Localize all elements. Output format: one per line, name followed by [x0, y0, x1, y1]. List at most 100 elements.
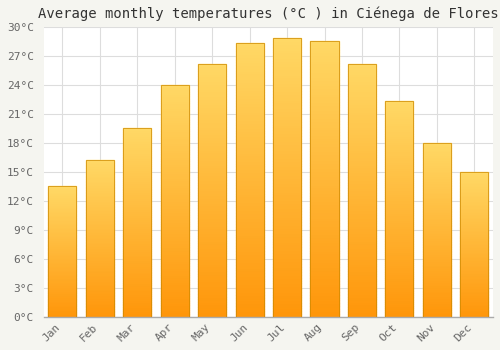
- Bar: [460, 278, 488, 279]
- Bar: [386, 172, 413, 175]
- Bar: [160, 291, 189, 294]
- Bar: [86, 309, 114, 310]
- Bar: [48, 267, 76, 268]
- Bar: [86, 171, 114, 173]
- Bar: [460, 246, 488, 247]
- Bar: [386, 300, 413, 302]
- Bar: [348, 205, 376, 208]
- Bar: [198, 170, 226, 173]
- Bar: [236, 155, 264, 158]
- Bar: [198, 137, 226, 140]
- Bar: [48, 301, 76, 302]
- Bar: [123, 251, 152, 253]
- Bar: [48, 191, 76, 193]
- Bar: [310, 174, 338, 176]
- Bar: [86, 203, 114, 204]
- Bar: [86, 282, 114, 284]
- Bar: [123, 217, 152, 219]
- Bar: [310, 88, 338, 91]
- Bar: [236, 82, 264, 84]
- Bar: [310, 80, 338, 83]
- Bar: [86, 170, 114, 171]
- Bar: [273, 208, 301, 211]
- Bar: [236, 71, 264, 73]
- Bar: [123, 162, 152, 164]
- Bar: [160, 85, 189, 87]
- Bar: [198, 140, 226, 142]
- Bar: [386, 293, 413, 295]
- Bar: [310, 176, 338, 179]
- Bar: [86, 160, 114, 317]
- Bar: [273, 278, 301, 281]
- Bar: [386, 134, 413, 136]
- Bar: [236, 163, 264, 166]
- Bar: [123, 145, 152, 147]
- Bar: [123, 296, 152, 298]
- Bar: [348, 231, 376, 233]
- Bar: [86, 264, 114, 265]
- Bar: [310, 190, 338, 193]
- Bar: [86, 173, 114, 174]
- Bar: [423, 146, 451, 148]
- Bar: [123, 311, 152, 313]
- Bar: [123, 277, 152, 279]
- Bar: [460, 205, 488, 206]
- Bar: [236, 51, 264, 54]
- Bar: [460, 304, 488, 305]
- Bar: [198, 205, 226, 208]
- Bar: [386, 254, 413, 257]
- Bar: [86, 265, 114, 267]
- Bar: [310, 270, 338, 273]
- Bar: [273, 286, 301, 289]
- Bar: [273, 116, 301, 119]
- Bar: [273, 225, 301, 228]
- Bar: [236, 240, 264, 243]
- Bar: [123, 160, 152, 162]
- Bar: [48, 253, 76, 254]
- Bar: [86, 179, 114, 181]
- Bar: [123, 309, 152, 311]
- Bar: [348, 97, 376, 99]
- Bar: [348, 79, 376, 81]
- Bar: [198, 253, 226, 256]
- Bar: [236, 262, 264, 265]
- Bar: [198, 309, 226, 312]
- Bar: [310, 267, 338, 270]
- Bar: [273, 180, 301, 183]
- Bar: [198, 289, 226, 292]
- Bar: [198, 312, 226, 314]
- Bar: [273, 108, 301, 111]
- Bar: [386, 272, 413, 274]
- Bar: [236, 73, 264, 76]
- Bar: [198, 302, 226, 304]
- Bar: [386, 108, 413, 110]
- Bar: [423, 251, 451, 252]
- Bar: [198, 155, 226, 157]
- Bar: [123, 223, 152, 224]
- Bar: [423, 179, 451, 181]
- Bar: [236, 270, 264, 273]
- Bar: [198, 167, 226, 170]
- Bar: [160, 194, 189, 196]
- Bar: [236, 235, 264, 237]
- Bar: [86, 196, 114, 198]
- Bar: [273, 281, 301, 284]
- Bar: [86, 298, 114, 300]
- Bar: [273, 211, 301, 214]
- Bar: [423, 306, 451, 308]
- Bar: [348, 289, 376, 292]
- Bar: [86, 292, 114, 293]
- Bar: [123, 236, 152, 238]
- Bar: [160, 219, 189, 222]
- Bar: [236, 289, 264, 292]
- Bar: [236, 95, 264, 98]
- Bar: [423, 233, 451, 235]
- Bar: [160, 289, 189, 291]
- Bar: [160, 96, 189, 99]
- Bar: [423, 268, 451, 270]
- Bar: [386, 177, 413, 179]
- Bar: [123, 168, 152, 170]
- Bar: [273, 150, 301, 153]
- Bar: [460, 252, 488, 253]
- Bar: [236, 246, 264, 248]
